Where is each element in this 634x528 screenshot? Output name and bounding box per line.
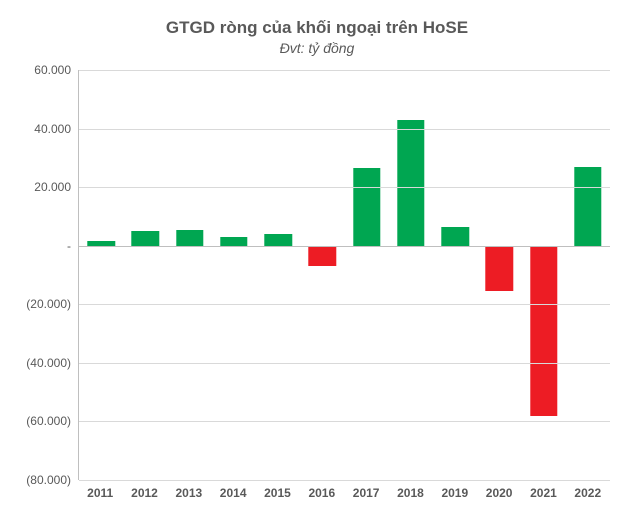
bar-slot (433, 70, 477, 480)
y-axis-label: (80.000) (15, 473, 71, 487)
x-axis-label: 2011 (78, 486, 122, 500)
x-axis-label: 2016 (300, 486, 344, 500)
bar (530, 246, 557, 416)
bar (220, 237, 247, 246)
chart-container: GTGD ròng của khối ngoại trên HoSE Đvt: … (0, 0, 634, 528)
bar-slot (477, 70, 521, 480)
y-axis-label: (20.000) (15, 297, 71, 311)
bar-slot (123, 70, 167, 480)
bar-slot (79, 70, 123, 480)
plot-area: 60.00040.00020.000-(20.000)(40.000)(60.0… (78, 70, 610, 480)
y-axis-label: 20.000 (15, 180, 71, 194)
bar-slot (256, 70, 300, 480)
y-axis-label: (60.000) (15, 414, 71, 428)
bar-slot (389, 70, 433, 480)
bar (176, 230, 203, 246)
bar (309, 246, 336, 267)
y-axis-label: (40.000) (15, 356, 71, 370)
x-axis: 2011201220132014201520162017201820192020… (78, 486, 610, 500)
x-axis-label: 2012 (122, 486, 166, 500)
bar-slot (345, 70, 389, 480)
bar-slot (522, 70, 566, 480)
x-axis-label: 2020 (477, 486, 521, 500)
bar (486, 246, 513, 291)
y-axis-label: 40.000 (15, 122, 71, 136)
chart-subtitle: Đvt: tỷ đồng (14, 40, 620, 56)
bar-slot (566, 70, 610, 480)
x-axis-label: 2019 (433, 486, 477, 500)
x-axis-label: 2013 (167, 486, 211, 500)
gridline (79, 480, 610, 481)
bar-slot (168, 70, 212, 480)
y-axis-label: - (15, 239, 71, 253)
bar (397, 120, 424, 246)
x-axis-label: 2021 (521, 486, 565, 500)
bar (87, 241, 114, 245)
x-axis-label: 2015 (255, 486, 299, 500)
chart-title: GTGD ròng của khối ngoại trên HoSE (14, 18, 620, 38)
bar (264, 234, 291, 246)
bar-slot (212, 70, 256, 480)
y-axis-label: 60.000 (15, 63, 71, 77)
bar (353, 168, 380, 246)
x-axis-label: 2017 (344, 486, 388, 500)
x-axis-label: 2014 (211, 486, 255, 500)
bar (441, 227, 468, 246)
bars-group (79, 70, 610, 480)
x-axis-label: 2022 (566, 486, 610, 500)
x-axis-label: 2018 (388, 486, 432, 500)
bar (574, 167, 601, 246)
bar-slot (300, 70, 344, 480)
bar (132, 231, 159, 246)
